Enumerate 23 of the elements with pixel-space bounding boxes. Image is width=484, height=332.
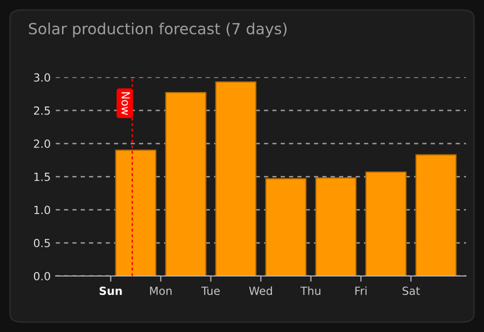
bar [165, 92, 206, 276]
bar [365, 171, 407, 276]
ref-line-label: Now [122, 92, 130, 115]
bar [215, 81, 256, 276]
x-tick-label: Sat [402, 286, 420, 296]
y-tick-label: 2.0 [34, 140, 50, 148]
bar [415, 154, 457, 276]
x-tick-label: Sun [100, 286, 122, 296]
x-tick-label: Fri [355, 286, 366, 295]
x-tick-label: Wed [249, 286, 272, 296]
y-tick-label: 0.5 [34, 238, 50, 248]
y-tick-label: 1.0 [34, 206, 50, 214]
bar [315, 177, 356, 276]
x-tick-label: Tue [201, 286, 220, 296]
y-tick-label: 0.0 [34, 272, 50, 280]
x-tick-label: Thu [300, 286, 320, 296]
y-tick-label: 3.0 [34, 73, 50, 82]
y-tick-label: 2.5 [34, 106, 50, 115]
chart-title: Solar production forecast (7 days) [29, 22, 287, 38]
bar [265, 178, 306, 276]
x-tick-label: Mon [150, 286, 172, 296]
bar [115, 150, 156, 276]
y-tick-label: 1.5 [34, 172, 50, 182]
